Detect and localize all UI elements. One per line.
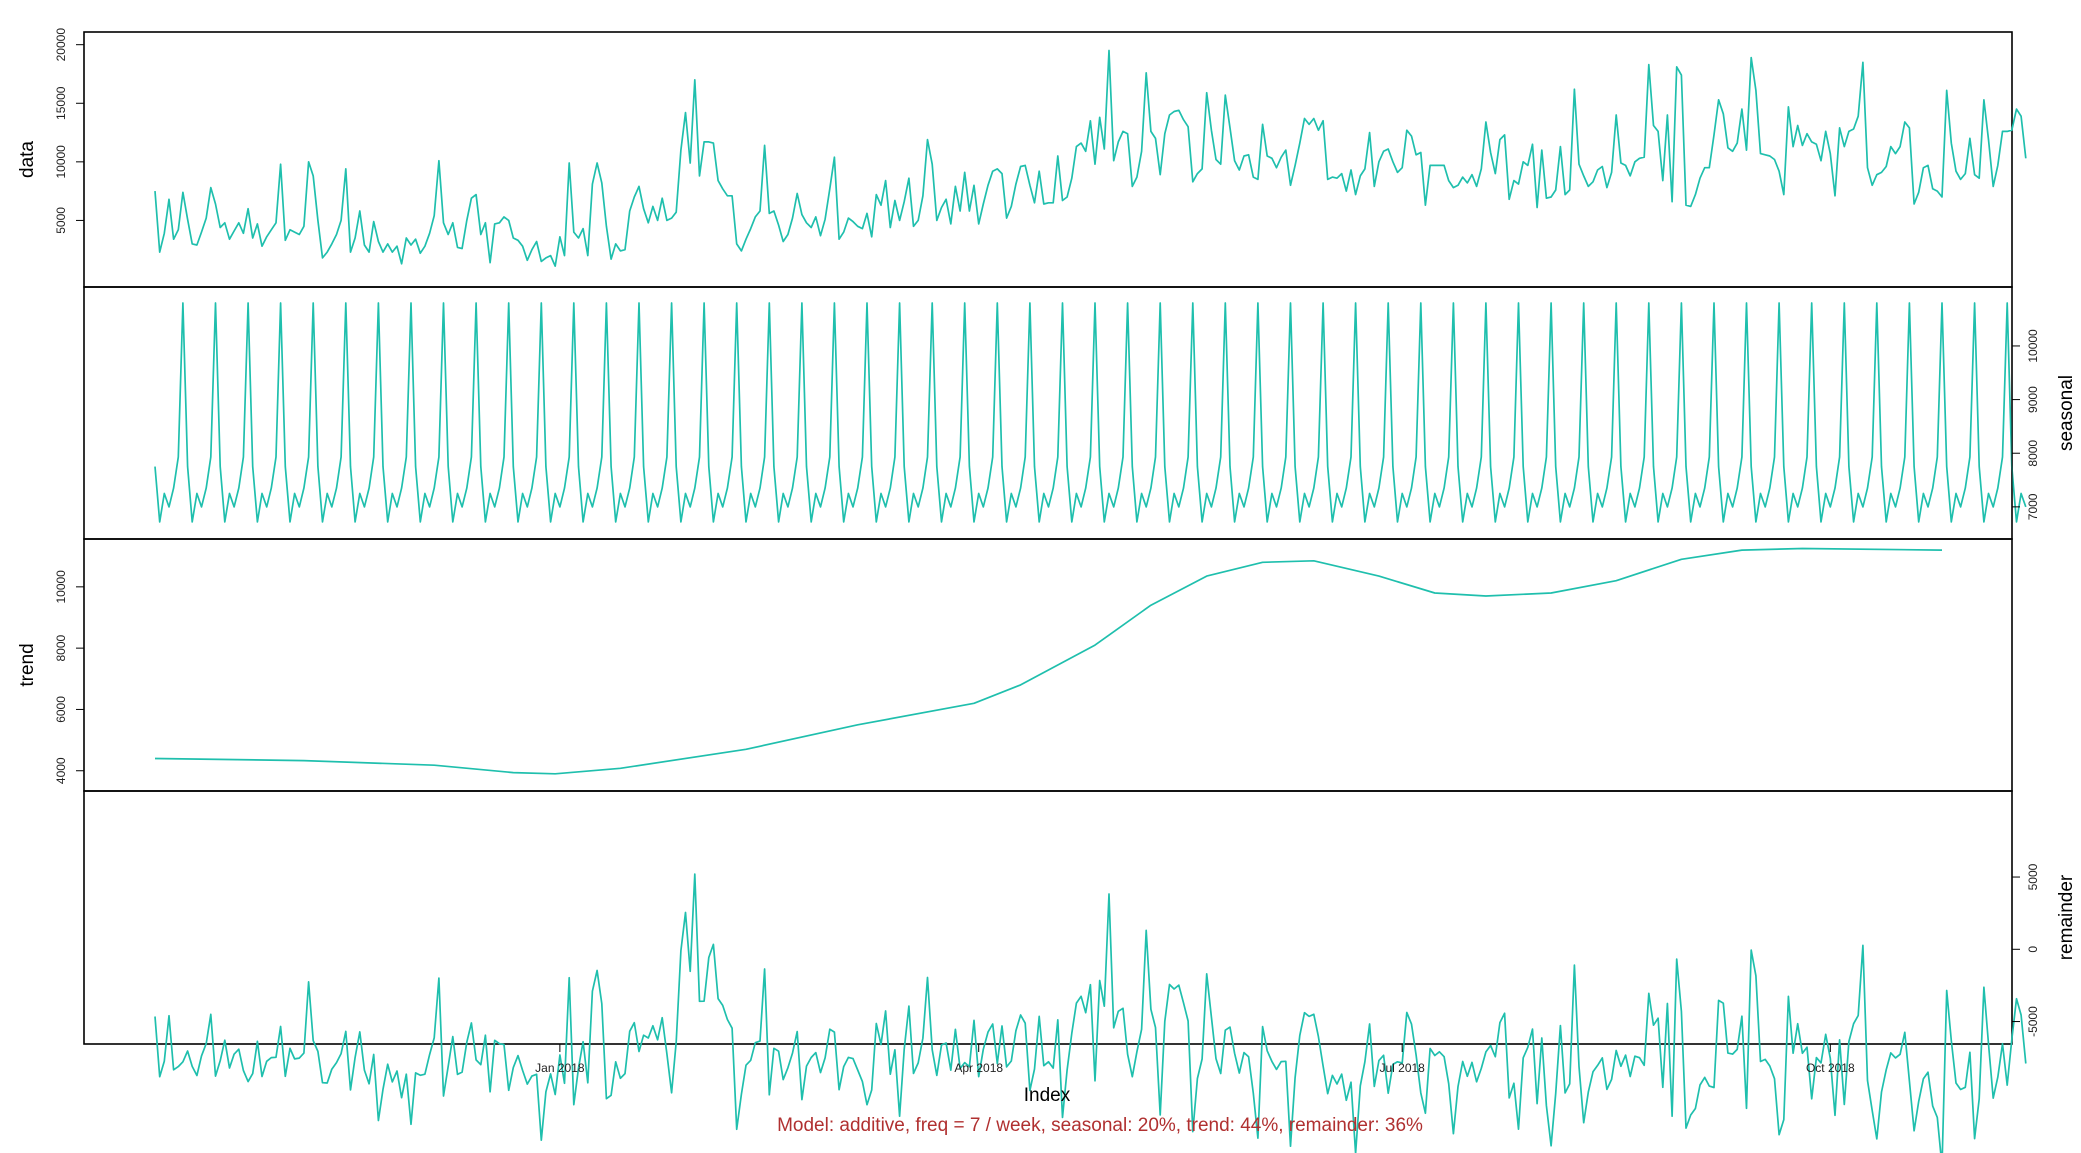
panel-seasonal: 7000 8000 9000 10000 seasonal [83,286,2077,540]
panel-trend: 4000 6000 8000 10000 trend [17,538,2013,792]
data-ytick-label: 10000 [54,145,68,179]
panel-remainder: -5000 0 5000 remainder [83,790,2077,1153]
data-ytick-label: 20000 [54,28,68,62]
seasonal-ytick-label: 7000 [2026,493,2040,520]
x-axis-label: Index [1024,1085,1071,1106]
data-frame [83,31,2013,288]
remainder-ytick-label: 0 [2026,946,2040,953]
trend-panel-label: trend [17,643,38,686]
seasonal-series-line [154,302,2027,523]
trend-series-line [154,547,1943,775]
x-tick-label: Oct 2018 [1806,1061,1855,1075]
x-tick-label: Jul 2018 [1379,1061,1425,1075]
trend-ytick-label: 8000 [54,634,68,661]
seasonal-frame [83,286,2013,540]
seasonal-ytick-label: 9000 [2026,386,2040,413]
data-ytick-label: 15000 [54,86,68,120]
data-ytick-label: 5000 [54,207,68,234]
remainder-ytick-label: -5000 [2026,1006,2040,1037]
seasonal-ytick-label: 10000 [2026,329,2040,363]
trend-ytick-label: 10000 [54,570,68,604]
model-caption: Model: additive, freq = 7 / week, season… [777,1115,1423,1136]
trend-ytick-label: 4000 [54,757,68,784]
trend-frame [83,538,2013,792]
chart-panels: 5000 10000 15000 20000 data 7000 8000 9000 10000… [17,28,2077,1153]
x-axis: Jan 2018 Apr 2018 Jul 2018 Oct 2018 [535,1044,1855,1075]
data-panel-label: data [17,141,38,178]
x-tick-label: Apr 2018 [954,1061,1003,1075]
panel-data: 5000 10000 15000 20000 data [17,28,2027,288]
data-series-line [154,49,2027,267]
seasonal-ytick-label: 8000 [2026,440,2040,467]
x-tick-label: Jan 2018 [535,1061,585,1075]
remainder-panel-label: remainder [2056,874,2077,960]
trend-ytick-label: 6000 [54,696,68,723]
remainder-ytick-label: 5000 [2026,863,2040,890]
remainder-series-line [154,873,2027,1153]
seasonal-panel-label: seasonal [2056,375,2077,451]
